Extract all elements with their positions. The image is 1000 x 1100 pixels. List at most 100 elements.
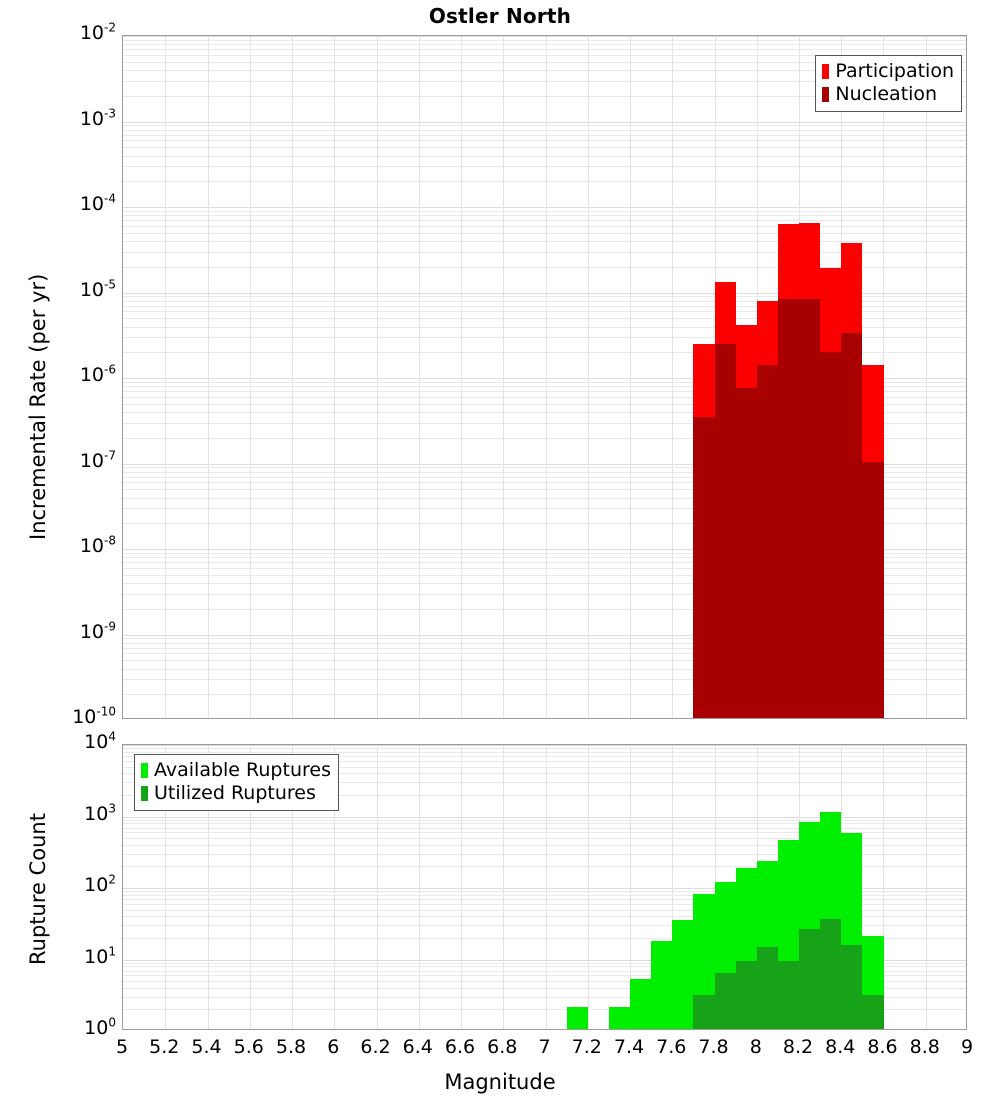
gridline-minor <box>123 568 966 569</box>
bar-group <box>820 36 842 718</box>
gridline-minor <box>123 925 966 926</box>
bar-group <box>608 745 630 1029</box>
legend-swatch-icon <box>822 87 830 102</box>
x-tick-label: 5.8 <box>275 1036 307 1058</box>
gridline-minor <box>123 301 966 302</box>
gridline-minor <box>123 482 966 483</box>
gridline-minor <box>123 472 966 473</box>
gridline-major <box>123 378 966 379</box>
gridline-minor <box>123 241 966 242</box>
gridline-minor <box>123 477 966 478</box>
gridline-minor <box>123 694 966 695</box>
gridline-vertical <box>503 36 504 718</box>
y-tick-label-rate: 10-9 <box>79 619 116 643</box>
x-tick-label: 6 <box>327 1036 340 1058</box>
gridline-minor <box>123 267 966 268</box>
bar-segment-inner <box>714 973 736 1029</box>
x-tick-label: 7.2 <box>571 1036 602 1058</box>
gridline-major <box>123 464 966 465</box>
bar-segment-inner <box>777 299 799 718</box>
gridline-minor <box>123 233 966 234</box>
y-tick-label-count: 104 <box>84 729 116 753</box>
x-tick-label: 7.6 <box>656 1036 687 1058</box>
x-tick-label: 6.2 <box>360 1036 391 1058</box>
bar-segment-inner <box>841 944 863 1029</box>
gridline-minor <box>123 226 966 227</box>
gridline-vertical <box>630 745 631 1029</box>
bar-group <box>862 745 884 1029</box>
y-tick-label-rate: 10-6 <box>79 362 116 386</box>
bar-group <box>693 36 715 718</box>
bar-segment-inner <box>820 918 842 1029</box>
gridline-minor <box>123 49 966 50</box>
gridline-minor <box>123 404 966 405</box>
x-tick-label: 6.8 <box>487 1036 518 1058</box>
gridline-vertical <box>630 36 631 718</box>
bar-segment-inner <box>777 960 799 1029</box>
y-tick-label-rate: 10-2 <box>79 20 116 44</box>
bar-group <box>799 745 821 1029</box>
gridline-minor <box>123 773 966 774</box>
gridline-minor <box>123 386 966 387</box>
gridline-minor <box>123 916 966 917</box>
x-tick-label: 8.8 <box>909 1036 940 1058</box>
gridline-vertical <box>292 36 293 718</box>
bar-group <box>799 36 821 718</box>
gridline-minor <box>123 40 966 41</box>
participation-nucleation-legend-item: Participation <box>822 60 954 83</box>
gridline-minor <box>123 1009 966 1010</box>
bar-group <box>735 745 757 1029</box>
gridline-minor <box>123 311 966 312</box>
x-tick-label: 7.8 <box>698 1036 729 1058</box>
gridline-vertical <box>377 745 378 1029</box>
gridline-minor <box>123 761 966 762</box>
bar-group <box>777 745 799 1029</box>
y-tick-label-rate: 10-8 <box>79 533 116 557</box>
y-tick-label-rate: 10-10 <box>72 704 116 728</box>
gridline-minor <box>123 397 966 398</box>
rupture-legend-item: Available Ruptures <box>141 759 331 782</box>
bar-group <box>735 36 757 718</box>
gridline-minor <box>123 782 966 783</box>
gridline-minor <box>123 508 966 509</box>
bar-segment-outer <box>608 1007 630 1029</box>
gridline-minor <box>123 553 966 554</box>
gridline-minor <box>123 938 966 939</box>
gridline-minor <box>123 660 966 661</box>
gridline-minor <box>123 498 966 499</box>
y-tick-label-rate: 10-3 <box>79 106 116 130</box>
gridline-minor <box>123 583 966 584</box>
gridline-vertical <box>165 36 166 718</box>
gridline-minor <box>123 562 966 563</box>
gridline-minor <box>123 81 966 82</box>
legend-label: Utilized Ruptures <box>154 782 316 804</box>
gridline-minor <box>123 135 966 136</box>
x-tick-label: 6.6 <box>444 1036 476 1058</box>
x-tick-label: 8.2 <box>782 1036 814 1058</box>
gridline-vertical <box>672 36 673 718</box>
bar-segment-outer <box>630 979 652 1029</box>
gridline-major <box>123 960 966 961</box>
gridline-major <box>123 745 966 746</box>
gridline-minor <box>123 748 966 749</box>
bar-segment-inner <box>799 929 821 1029</box>
bar-segment-inner <box>714 343 736 718</box>
x-tick-label: 7.4 <box>613 1036 645 1058</box>
bar-segment-outer <box>566 1007 588 1029</box>
gridline-minor <box>123 756 966 757</box>
gridline-minor <box>123 156 966 157</box>
gridline-minor <box>123 997 966 998</box>
bar-segment-inner <box>693 994 715 1029</box>
gridline-minor <box>123 679 966 680</box>
incremental-rate-plot <box>122 35 967 719</box>
y-tick-label-rate: 10-7 <box>79 448 116 472</box>
gridline-minor <box>123 423 966 424</box>
gridline-vertical <box>546 745 547 1029</box>
gridline-vertical <box>208 36 209 718</box>
gridline-minor <box>123 70 966 71</box>
bar-group <box>777 36 799 718</box>
gridline-minor <box>123 643 966 644</box>
bar-segment-inner <box>841 332 863 718</box>
gridline-minor <box>123 910 966 911</box>
gridline-vertical <box>672 745 673 1029</box>
